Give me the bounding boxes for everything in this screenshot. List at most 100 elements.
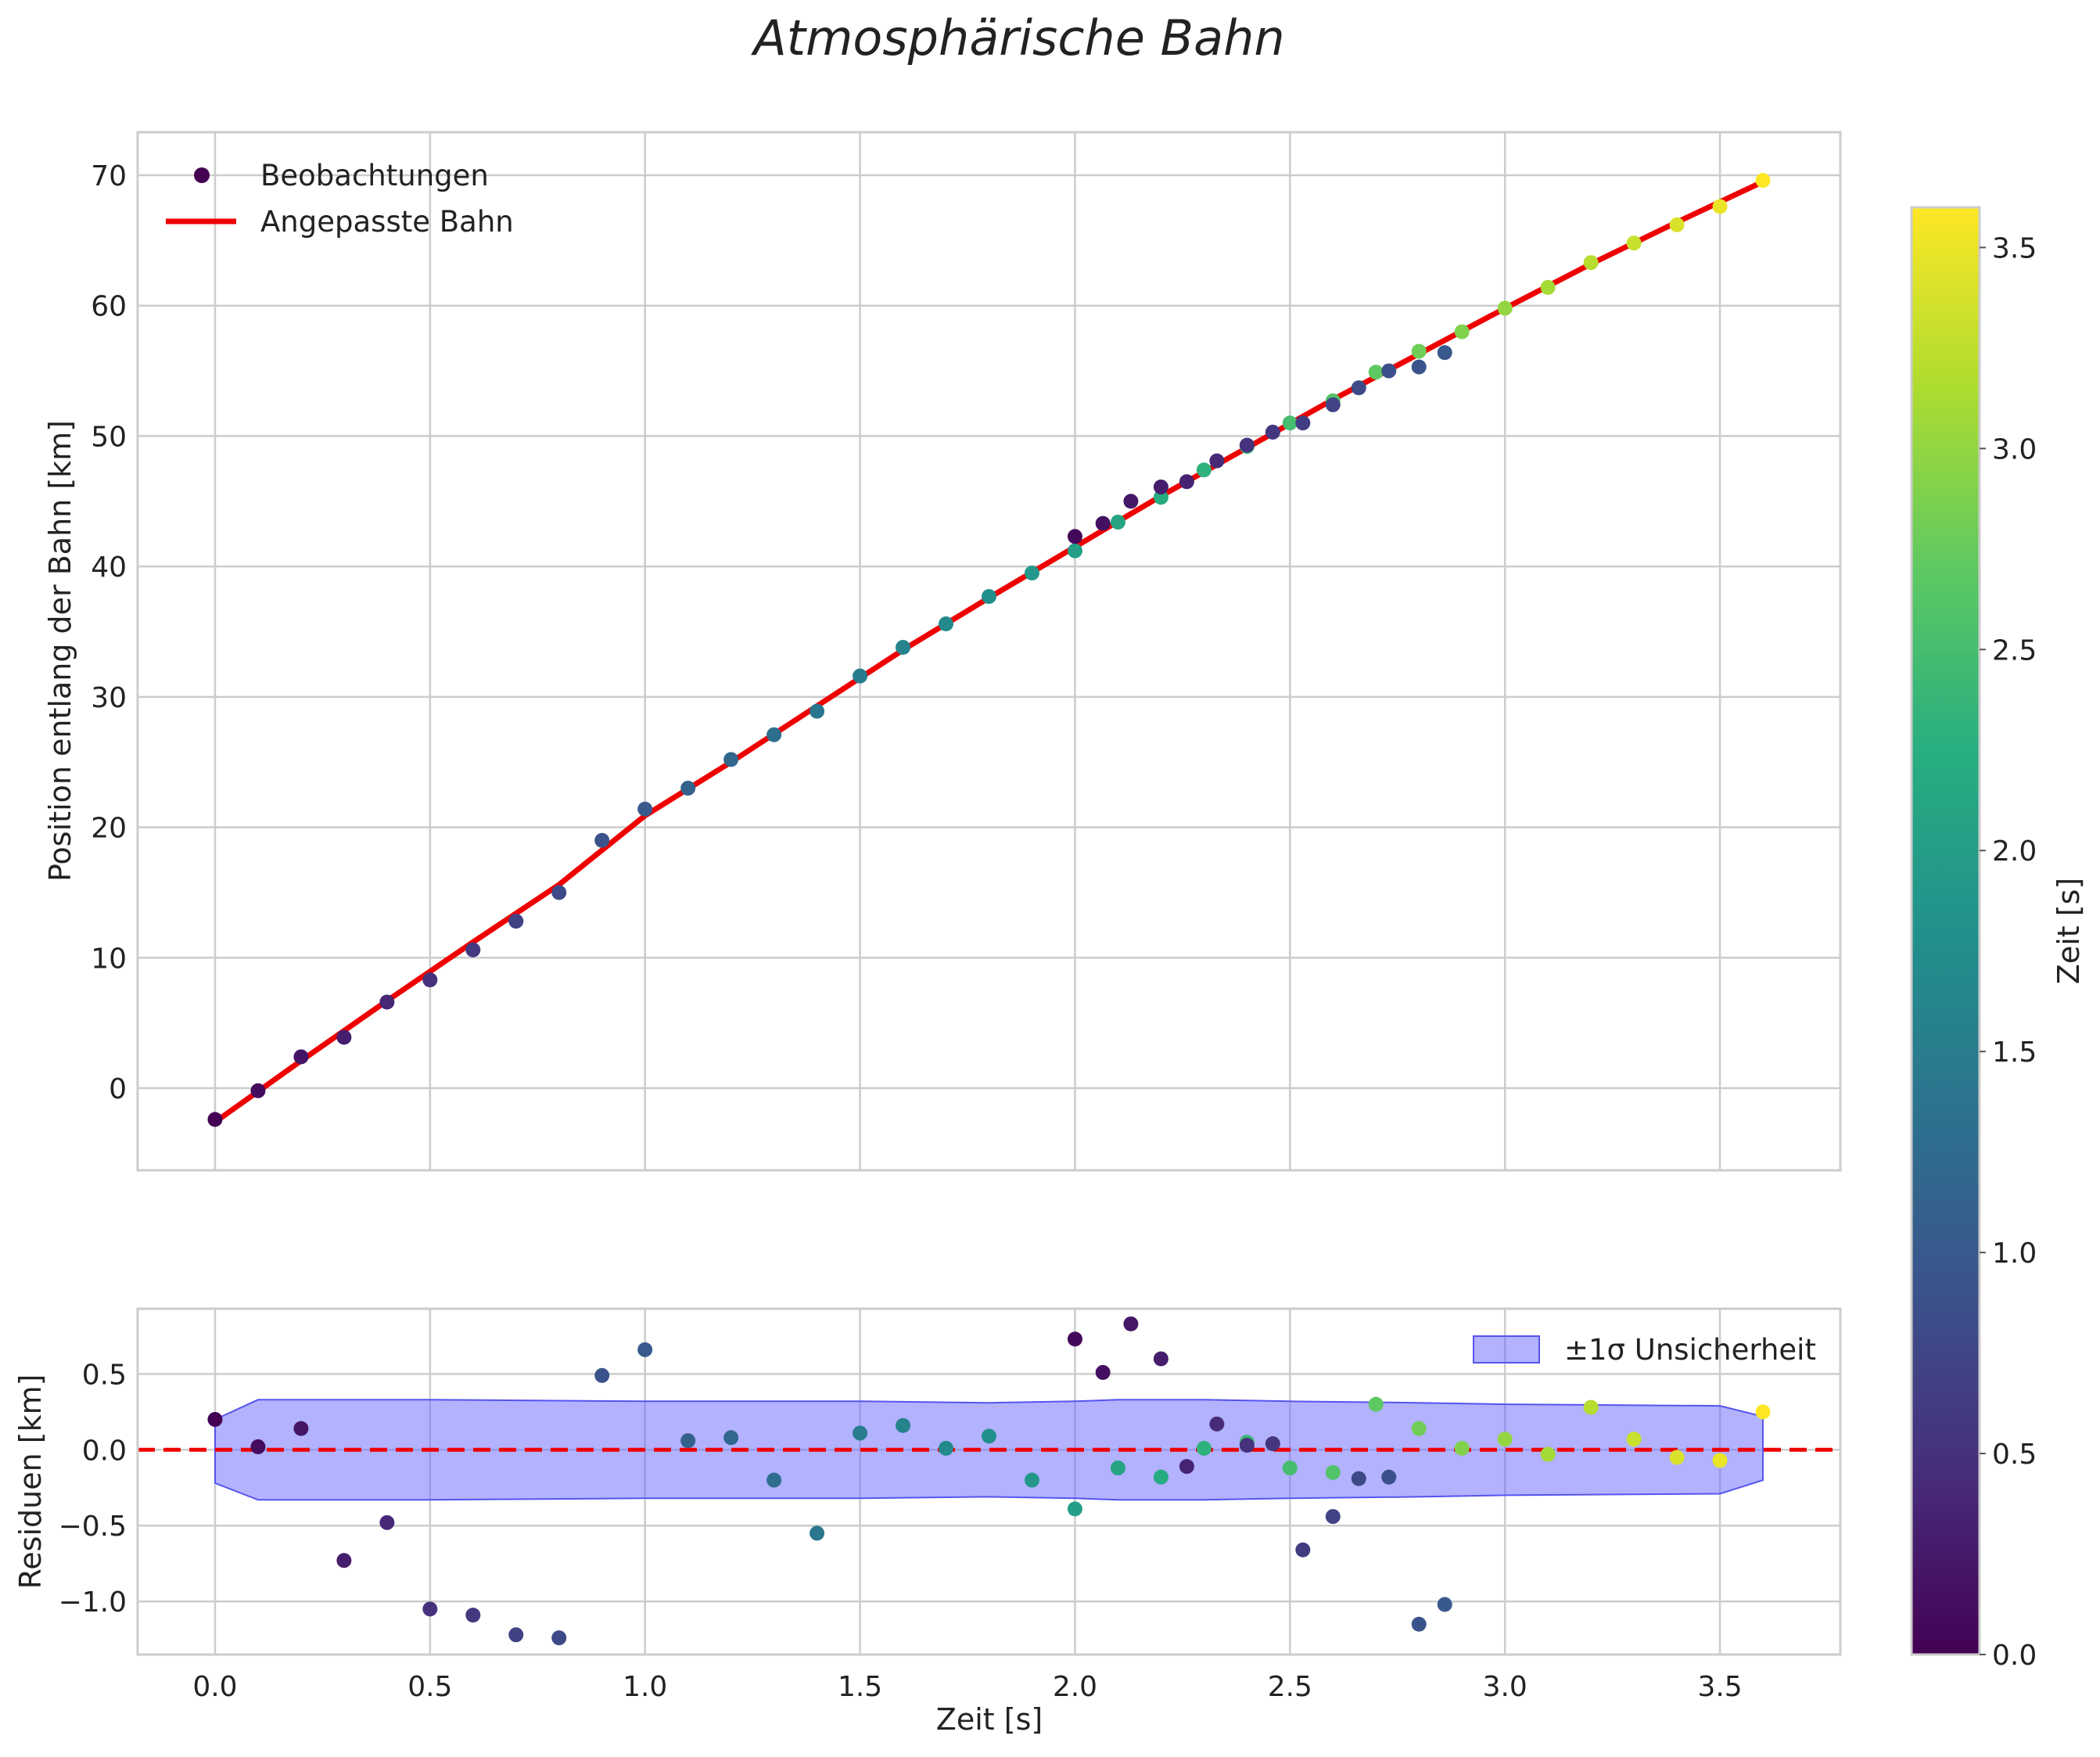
observation-point (1179, 474, 1194, 490)
observation-point (1411, 343, 1427, 359)
observation-point (1295, 415, 1311, 431)
residual-point (939, 1440, 954, 1456)
observation-point (680, 781, 696, 796)
colorbar-tick-label: 0.5 (1992, 1439, 2037, 1471)
residual-point (594, 1367, 610, 1383)
main-y-tick-label: 20 (91, 813, 127, 845)
main-y-tick-label: 60 (91, 291, 127, 323)
residual-point (1497, 1432, 1513, 1447)
colorbar-tick-label: 3.0 (1992, 433, 2037, 465)
residual-point (1095, 1364, 1111, 1380)
observation-point (853, 668, 868, 684)
observation-point (1067, 543, 1082, 559)
residual-point (1282, 1461, 1298, 1476)
x-tick-label: 1.5 (838, 1671, 882, 1703)
x-tick-label: 3.0 (1483, 1671, 1527, 1703)
residual-point (293, 1421, 309, 1436)
residual-point (336, 1553, 352, 1568)
legend-uncertainty-label: ±1σ Unsicherheit (1564, 1333, 1816, 1367)
residual-point (1351, 1471, 1366, 1486)
fitted-trajectory-line (213, 179, 1764, 1125)
observation-point (1024, 565, 1039, 580)
residual-y-axis-label: Residuen [km] (13, 1374, 48, 1590)
main-y-axis-label: Position entlang der Bahn [km] (43, 420, 77, 882)
observation-point (1454, 324, 1470, 340)
residual-point (1196, 1440, 1212, 1456)
observation-point (207, 1112, 223, 1127)
residual-point (1411, 1616, 1427, 1632)
residual-point (508, 1627, 524, 1643)
observation-point (1209, 453, 1225, 469)
legend-uncertainty-swatch (1473, 1335, 1540, 1364)
legend-fit-line-label: Angepasste Bahn (260, 205, 514, 239)
residual-legend: ±1σ Unsicherheit (1473, 1333, 1816, 1367)
observation-point (1123, 494, 1139, 509)
residual-point (1325, 1509, 1341, 1525)
observation-point (1497, 300, 1513, 316)
residual-point (1669, 1450, 1685, 1465)
observation-point (1351, 380, 1366, 396)
residual-point (1295, 1542, 1311, 1558)
chart-title: Atmosphärische Bahn (750, 9, 1284, 66)
main-y-tick-label: 40 (91, 552, 127, 584)
residual-point (1067, 1501, 1082, 1517)
observation-point (336, 1029, 352, 1045)
colorbar: 0.0 0.5 1.0 1.5 2.0 2.5 3.0 3.5 Zeit [s] (1910, 206, 2086, 1672)
observation-point (594, 832, 610, 848)
residual-point (1179, 1459, 1194, 1475)
observation-point (1282, 415, 1298, 431)
residual-point (637, 1342, 653, 1357)
observation-point (1153, 490, 1168, 505)
residual-point (723, 1430, 739, 1446)
colorbar-tick-label: 2.0 (1992, 835, 2037, 868)
main-legend: Beobachtungen Angepasste Bahn (166, 159, 514, 239)
colorbar-tick-label: 1.0 (1992, 1238, 2037, 1270)
observation-point (508, 914, 524, 929)
observation-point (1196, 462, 1212, 478)
x-axis-label: Zeit [s] (936, 1702, 1043, 1737)
observation-point (1411, 359, 1427, 375)
observation-point (1265, 424, 1280, 440)
observation-point (1712, 199, 1728, 214)
observation-point (293, 1049, 309, 1065)
x-tick-label: 2.0 (1053, 1671, 1097, 1703)
residual-point (1265, 1436, 1280, 1452)
residual-point (982, 1428, 996, 1444)
main-plot: 0 10 20 30 40 50 60 70 Position entlang der Bah… (43, 131, 1842, 1172)
legend-observations-label: Beobachtungen (260, 159, 489, 192)
residual-point (1437, 1597, 1452, 1612)
residual-point (1123, 1316, 1139, 1331)
colorbar-tick-label: 3.5 (1992, 232, 2037, 264)
residual-point (896, 1417, 911, 1433)
residual-point (1381, 1469, 1397, 1485)
residual-y-tick-label: 0.5 (82, 1359, 127, 1391)
main-y-tick-label: 10 (91, 943, 127, 975)
main-plot-frame (136, 131, 1842, 1172)
residual-point (853, 1425, 868, 1441)
residual-point (766, 1472, 782, 1488)
legend-observations-marker (194, 167, 210, 183)
residual-point (1153, 1469, 1168, 1485)
observation-point (1583, 255, 1599, 271)
residual-point (809, 1525, 825, 1541)
main-y-tick-label: 70 (91, 160, 127, 192)
residual-point (1583, 1399, 1599, 1415)
observation-point (1067, 529, 1082, 544)
observation-point (1368, 365, 1384, 380)
residual-plot: −1.0−0.50.00.5 0.0 0.5 1.0 1.5 2.0 2.5 3.0 3.5 … (13, 1307, 1842, 1737)
residual-point (1067, 1331, 1082, 1347)
x-tick-label: 1.0 (623, 1671, 667, 1703)
residual-point (465, 1608, 481, 1623)
observation-point (1626, 235, 1642, 251)
observation-point (896, 639, 911, 655)
residual-point (422, 1601, 438, 1617)
observation-point (1381, 363, 1397, 379)
residual-point (1239, 1437, 1255, 1453)
observation-point (250, 1083, 266, 1098)
uncertainty-band (214, 1399, 1764, 1501)
observation-point (1095, 516, 1111, 531)
observation-point (766, 727, 782, 742)
residual-y-tick-label: −0.5 (59, 1511, 127, 1543)
residual-point (1024, 1472, 1039, 1488)
